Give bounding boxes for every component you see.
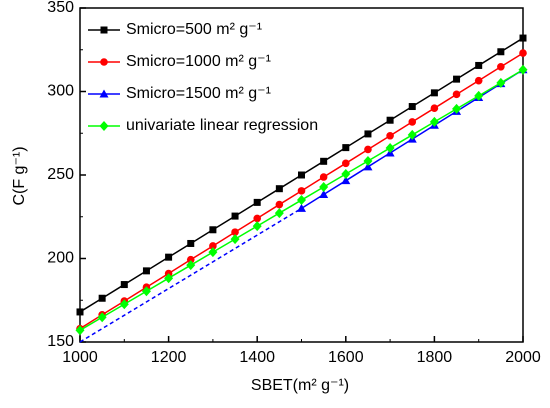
marker: [519, 49, 527, 57]
y-tick-label: 300: [47, 83, 74, 100]
legend-label: Smicro=1500 m² g⁻¹: [126, 85, 271, 102]
marker: [364, 130, 372, 138]
x-tick-label: 2000: [505, 349, 541, 366]
x-tick-label: 1400: [239, 349, 275, 366]
legend-label: Smicro=500 m² g⁻¹: [126, 21, 262, 38]
marker: [275, 185, 283, 193]
y-tick-label: 250: [47, 166, 74, 183]
marker: [319, 190, 329, 199]
legend-label: Smicro=1000 m² g⁻¹: [126, 53, 271, 70]
marker: [319, 182, 329, 193]
marker: [209, 242, 217, 250]
marker: [342, 144, 350, 152]
marker: [519, 34, 527, 42]
marker: [297, 195, 306, 206]
marker: [100, 26, 108, 34]
marker: [452, 103, 462, 114]
marker: [164, 273, 174, 284]
marker: [452, 90, 461, 99]
marker: [275, 200, 284, 209]
y-tick-label: 200: [47, 250, 74, 267]
marker: [430, 104, 439, 112]
marker: [385, 142, 395, 153]
x-tick-label: 1000: [62, 349, 98, 366]
marker: [453, 75, 461, 83]
y-axis-label: C(F g⁻¹): [11, 146, 28, 205]
marker: [518, 64, 528, 75]
marker: [97, 312, 107, 323]
marker: [363, 155, 373, 166]
marker: [386, 131, 394, 140]
marker: [231, 212, 239, 220]
marker: [320, 157, 328, 165]
dashed-line: [79, 207, 302, 343]
marker: [430, 89, 438, 97]
marker: [298, 171, 305, 179]
marker: [209, 226, 217, 234]
x-axis-label: SBET(m² g⁻¹): [251, 377, 349, 394]
marker: [231, 228, 239, 236]
marker: [364, 145, 372, 154]
marker: [98, 294, 106, 302]
marker: [342, 159, 350, 168]
marker: [407, 129, 417, 140]
marker: [297, 187, 306, 195]
marker: [341, 168, 351, 179]
x-tick-label: 1800: [417, 349, 453, 366]
marker: [252, 221, 262, 232]
marker: [186, 255, 195, 264]
marker: [386, 116, 394, 124]
marker: [100, 58, 108, 66]
marker: [474, 90, 484, 101]
marker: [475, 61, 483, 69]
marker: [142, 267, 150, 275]
marker: [187, 239, 195, 247]
marker: [497, 62, 505, 71]
y-tick-label: 350: [47, 0, 74, 16]
marker: [363, 162, 373, 171]
marker: [496, 77, 506, 88]
marker: [141, 286, 151, 297]
marker: [186, 260, 196, 271]
marker: [408, 118, 417, 126]
marker: [253, 198, 261, 206]
marker: [120, 281, 128, 289]
marker: [165, 253, 173, 261]
marker: [497, 48, 505, 56]
marker: [119, 299, 129, 310]
marker: [76, 308, 84, 316]
marker: [99, 89, 109, 98]
marker: [429, 116, 439, 127]
x-tick-label: 1600: [328, 349, 364, 366]
x-tick-label: 1200: [151, 349, 187, 366]
marker: [274, 208, 284, 219]
marker: [99, 121, 109, 131]
marker: [319, 173, 328, 181]
marker: [474, 76, 483, 85]
marker: [253, 214, 261, 223]
legend-label: univariate linear regression: [126, 117, 318, 134]
marker: [408, 103, 416, 111]
y-tick-label: 150: [47, 333, 74, 350]
marker: [75, 325, 85, 336]
marker: [341, 176, 351, 185]
marker: [208, 247, 218, 258]
marker: [230, 234, 240, 245]
